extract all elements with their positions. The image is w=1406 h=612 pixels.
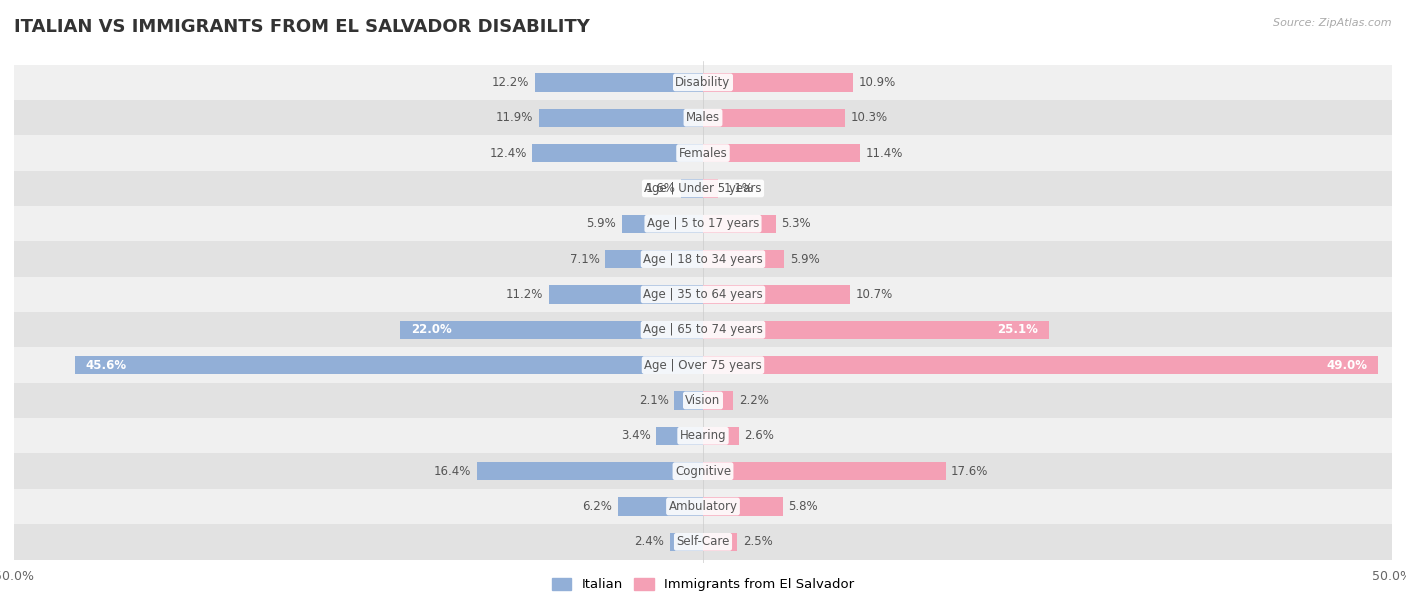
Bar [703,356,1378,375]
Bar [703,391,734,409]
Bar [538,108,703,127]
Text: 22.0%: 22.0% [411,323,451,336]
Bar [14,206,1392,242]
Text: Disability: Disability [675,76,731,89]
Bar [14,312,1392,348]
Bar [703,427,738,445]
Bar [14,135,1392,171]
Bar [681,179,703,198]
Bar [617,498,703,516]
Text: 2.4%: 2.4% [634,536,665,548]
Bar [477,462,703,480]
Bar [14,382,1392,418]
Text: 12.4%: 12.4% [489,147,527,160]
Legend: Italian, Immigrants from El Salvador: Italian, Immigrants from El Salvador [547,573,859,597]
Text: Source: ZipAtlas.com: Source: ZipAtlas.com [1274,18,1392,28]
Text: 45.6%: 45.6% [86,359,127,371]
Bar [14,100,1392,135]
Bar [399,321,703,339]
Text: Cognitive: Cognitive [675,465,731,477]
Bar [703,321,1049,339]
Text: 7.1%: 7.1% [569,253,599,266]
Text: 11.9%: 11.9% [496,111,533,124]
Text: 25.1%: 25.1% [997,323,1038,336]
Bar [75,356,703,375]
Text: 2.6%: 2.6% [744,429,775,442]
Bar [703,73,853,92]
Text: 2.5%: 2.5% [742,536,773,548]
Bar [531,144,703,162]
Bar [14,418,1392,453]
Text: 11.2%: 11.2% [506,288,543,301]
Text: 12.2%: 12.2% [492,76,530,89]
Bar [534,73,703,92]
Bar [703,144,860,162]
Text: Age | Over 75 years: Age | Over 75 years [644,359,762,371]
Bar [14,348,1392,382]
Bar [14,242,1392,277]
Bar [703,462,945,480]
Text: 1.6%: 1.6% [645,182,675,195]
Bar [14,171,1392,206]
Text: Females: Females [679,147,727,160]
Text: ITALIAN VS IMMIGRANTS FROM EL SALVADOR DISABILITY: ITALIAN VS IMMIGRANTS FROM EL SALVADOR D… [14,18,591,36]
Bar [657,427,703,445]
Bar [605,250,703,268]
Bar [703,498,783,516]
Text: 6.2%: 6.2% [582,500,612,513]
Text: Hearing: Hearing [679,429,727,442]
Text: 10.9%: 10.9% [859,76,896,89]
Bar [703,285,851,304]
Text: Age | 5 to 17 years: Age | 5 to 17 years [647,217,759,230]
Bar [669,532,703,551]
Text: 10.7%: 10.7% [856,288,893,301]
Text: 49.0%: 49.0% [1326,359,1367,371]
Bar [14,453,1392,489]
Text: 2.1%: 2.1% [638,394,669,407]
Text: Ambulatory: Ambulatory [668,500,738,513]
Text: Age | 65 to 74 years: Age | 65 to 74 years [643,323,763,336]
Bar [673,391,703,409]
Text: Age | Under 5 years: Age | Under 5 years [644,182,762,195]
Bar [703,179,718,198]
Text: 5.9%: 5.9% [586,217,616,230]
Bar [14,489,1392,524]
Text: 11.4%: 11.4% [866,147,903,160]
Text: Age | 18 to 34 years: Age | 18 to 34 years [643,253,763,266]
Text: Self-Care: Self-Care [676,536,730,548]
Bar [703,532,738,551]
Bar [14,65,1392,100]
Bar [703,215,776,233]
Text: 17.6%: 17.6% [950,465,988,477]
Bar [548,285,703,304]
Bar [14,277,1392,312]
Text: Age | 35 to 64 years: Age | 35 to 64 years [643,288,763,301]
Text: 5.3%: 5.3% [782,217,811,230]
Bar [703,250,785,268]
Text: 16.4%: 16.4% [434,465,471,477]
Text: 3.4%: 3.4% [621,429,651,442]
Text: Vision: Vision [685,394,721,407]
Text: 10.3%: 10.3% [851,111,887,124]
Bar [621,215,703,233]
Text: 2.2%: 2.2% [738,394,769,407]
Text: 1.1%: 1.1% [724,182,754,195]
Text: 5.9%: 5.9% [790,253,820,266]
Bar [14,524,1392,559]
Bar [703,108,845,127]
Text: Males: Males [686,111,720,124]
Text: 5.8%: 5.8% [789,500,818,513]
